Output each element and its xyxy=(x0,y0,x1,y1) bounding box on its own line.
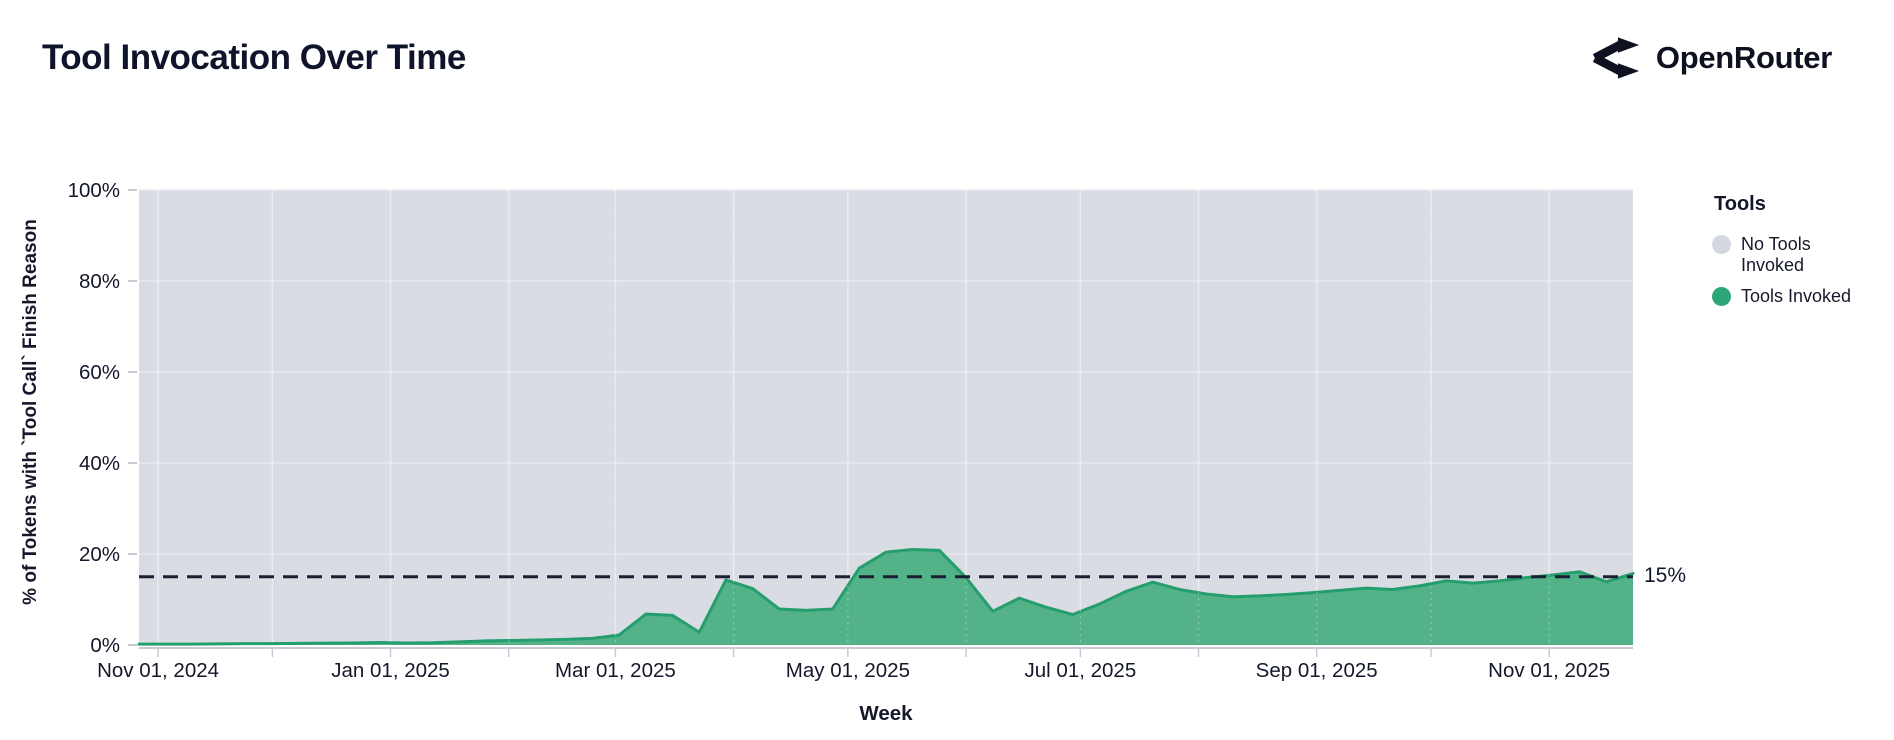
tools-invoked-line xyxy=(137,547,1635,646)
y-tick-label: 80% xyxy=(79,270,120,293)
y-tick-label: 100% xyxy=(68,179,120,202)
x-axis-title: Week xyxy=(859,702,913,725)
legend-title: Tools xyxy=(1714,193,1766,215)
legend-item-no-tools-invoked[interactable]: No Tools Invoked xyxy=(1712,234,1882,276)
x-tick-label: Jul 01, 2025 xyxy=(1025,659,1137,682)
tool-invocation-area-chart[interactable]: 0% 20% 40% 60% 80% 100% Nov 01, 2024 Jan 01, 20… xyxy=(0,140,1894,740)
x-tick-label: Nov 01, 2025 xyxy=(1488,659,1610,682)
x-tick-label: Sep 01, 2025 xyxy=(1256,659,1378,682)
y-tick-label: 40% xyxy=(79,452,120,475)
legend-item-label: No Tools Invoked xyxy=(1741,234,1811,275)
y-tick-label: 20% xyxy=(79,543,120,566)
chart-legend: Tools No Tools Invoked Tools Invoked xyxy=(1712,192,1882,317)
no-tools-invoked-swatch xyxy=(1712,235,1731,254)
openrouter-logo[interactable]: OpenRouter xyxy=(1592,34,1832,82)
tools-invoked-swatch xyxy=(1712,287,1731,306)
x-tick-label: May 01, 2025 xyxy=(786,659,910,682)
legend-item-tools-invoked[interactable]: Tools Invoked xyxy=(1712,286,1882,307)
reference-line-label: 15% xyxy=(1644,564,1687,587)
y-tick-label: 60% xyxy=(79,361,120,384)
tools-invoked-area xyxy=(139,549,1633,645)
y-tick-label: 0% xyxy=(90,634,120,657)
x-tick-label: Jan 01, 2025 xyxy=(331,659,450,682)
openrouter-routes-icon xyxy=(1592,37,1639,79)
x-tick-label: Mar 01, 2025 xyxy=(555,659,676,682)
page-title: Tool Invocation Over Time xyxy=(42,38,466,77)
openrouter-logo-text: OpenRouter xyxy=(1655,40,1832,75)
x-tick-label: Nov 01, 2024 xyxy=(97,659,219,682)
legend-item-label: Tools Invoked xyxy=(1741,286,1852,306)
